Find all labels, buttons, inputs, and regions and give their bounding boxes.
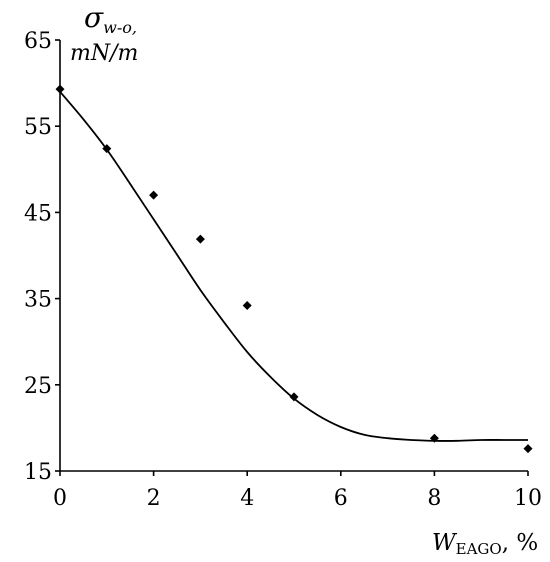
x-tick-label: 0 bbox=[53, 486, 67, 511]
fit-curve bbox=[59, 91, 528, 442]
x-axis-suffix: , % bbox=[502, 530, 538, 556]
data-point bbox=[429, 433, 439, 443]
y-tick-label: 35 bbox=[24, 288, 52, 313]
x-tick-label: 8 bbox=[427, 486, 441, 511]
y-ticks: 15 25 35 45 55 65 bbox=[24, 29, 60, 485]
y-tick-label: 25 bbox=[24, 374, 52, 399]
x-tick-label: 6 bbox=[334, 486, 348, 511]
y-axis-symbol: σ bbox=[84, 1, 104, 34]
x-axis-subscript: EAGO bbox=[456, 540, 502, 558]
y-axis-unit: mN/m bbox=[70, 41, 138, 66]
data-markers bbox=[55, 84, 533, 454]
data-point bbox=[55, 84, 65, 94]
x-tick-label: 10 bbox=[514, 486, 542, 511]
x-tick-label: 2 bbox=[147, 486, 161, 511]
y-axis-title-line1: σw-o, bbox=[84, 1, 137, 37]
x-ticks: 0 2 4 6 8 10 bbox=[53, 471, 542, 511]
y-tick-label: 65 bbox=[24, 29, 52, 54]
y-tick-label: 55 bbox=[24, 115, 52, 140]
data-point bbox=[149, 190, 159, 200]
x-axis-title: WEAGO, % bbox=[432, 530, 538, 558]
data-point bbox=[102, 144, 112, 154]
x-tick-label: 4 bbox=[240, 486, 254, 511]
y-tick-label: 15 bbox=[24, 460, 52, 485]
data-point bbox=[523, 444, 533, 454]
y-tick-label: 45 bbox=[24, 201, 52, 226]
data-point bbox=[195, 234, 205, 244]
axes bbox=[59, 40, 528, 472]
data-point bbox=[289, 392, 299, 402]
data-point bbox=[242, 300, 252, 310]
y-axis-subscript: w-o, bbox=[103, 18, 137, 37]
x-axis-symbol: W bbox=[432, 530, 458, 556]
